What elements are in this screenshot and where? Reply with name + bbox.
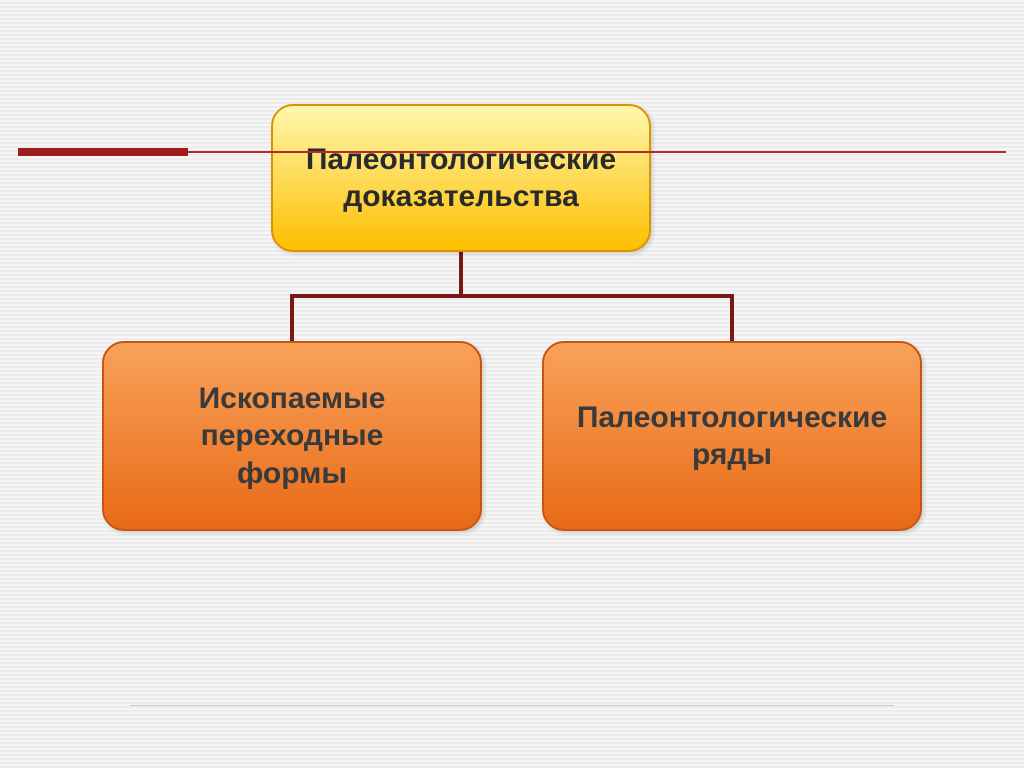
- connector-right-down: [730, 294, 734, 341]
- title-bar-thick: [18, 148, 188, 156]
- node-root: Палеонтологические доказательства: [271, 104, 651, 252]
- node-left: Ископаемые переходные формы: [102, 341, 482, 531]
- connector-horizontal: [290, 294, 734, 298]
- bottom-divider: [130, 705, 894, 706]
- node-right: Палеонтологические ряды: [542, 341, 922, 531]
- slide-canvas: Палеонтологические доказательства Ископа…: [0, 0, 1024, 768]
- connector-left-down: [290, 294, 294, 341]
- node-left-label: Ископаемые переходные формы: [187, 372, 398, 501]
- node-right-label: Палеонтологические ряды: [565, 391, 899, 482]
- node-root-label: Палеонтологические доказательства: [294, 133, 628, 224]
- connector-root-down: [459, 252, 463, 294]
